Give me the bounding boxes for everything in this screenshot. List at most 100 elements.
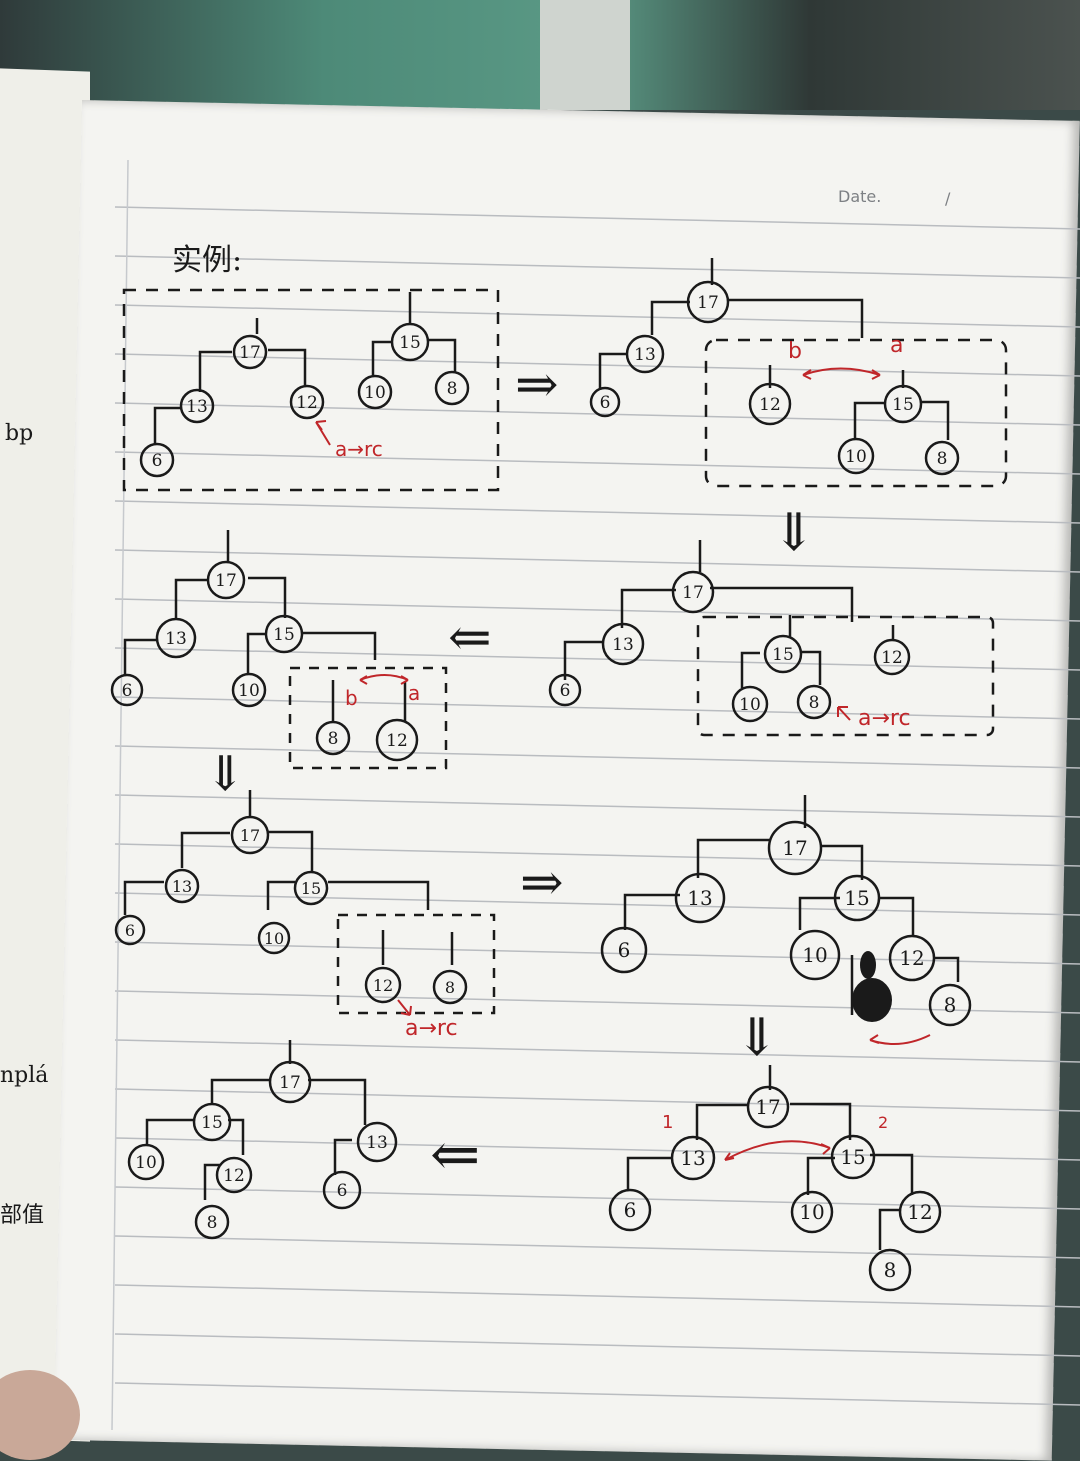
node-circle	[898, 1190, 942, 1234]
node-circle	[625, 334, 665, 374]
node-label: 13	[687, 886, 712, 910]
ruled-line	[114, 1235, 1080, 1259]
diagram-8-nodes: 17 15 10 12 8 13 6	[127, 1060, 398, 1240]
dashed-box	[122, 288, 500, 492]
node-label: 15	[301, 879, 321, 898]
node-circle	[888, 934, 936, 982]
arrow-right-2: ⇒	[520, 853, 564, 913]
node-circle	[364, 966, 402, 1004]
ruled-line	[114, 500, 1080, 524]
node-circle	[315, 720, 351, 756]
node-circle	[873, 638, 911, 676]
node-label: 12	[223, 1166, 245, 1186]
node-label: 12	[881, 648, 903, 668]
ruled-line	[114, 353, 1080, 377]
node-circle	[268, 1060, 312, 1104]
label-b: b	[345, 686, 358, 710]
node-label: 6	[125, 921, 135, 940]
margin-note-3: 部值	[0, 1203, 44, 1228]
node-circle	[608, 1188, 652, 1232]
node-circle	[231, 672, 267, 708]
node-circle	[748, 382, 792, 426]
node-label: 6	[624, 1198, 637, 1222]
scribbled-out-node	[852, 951, 892, 1022]
ruled-line	[114, 1186, 1080, 1210]
node-circle	[357, 374, 393, 410]
node-circle	[432, 969, 468, 1005]
node-label: 8	[445, 978, 455, 997]
node-circle	[731, 685, 769, 723]
node-circle	[215, 1156, 253, 1194]
node-circle	[356, 1121, 398, 1163]
ruled-line	[114, 255, 1080, 279]
node-circle	[796, 684, 832, 720]
ruled-line	[114, 598, 1080, 622]
ruled-line	[114, 892, 1080, 916]
node-label: 15	[844, 886, 869, 910]
node-circle	[601, 622, 645, 666]
node-label: 13	[186, 397, 208, 417]
ruled-line	[114, 941, 1080, 965]
node-circle	[671, 570, 715, 614]
node-label: 8	[447, 379, 458, 399]
node-label: 8	[884, 1258, 897, 1282]
ruled-line	[114, 647, 1080, 671]
red-arrow	[315, 420, 331, 446]
node-label: 12	[899, 946, 924, 970]
ruled-line	[114, 1088, 1080, 1112]
node-circle	[289, 384, 325, 420]
node-label: 6	[560, 681, 571, 701]
date-label: Date.	[838, 187, 881, 206]
diagram-3-nodes: 17 13 6 15 12 10 8	[548, 570, 911, 723]
node-circle	[155, 617, 197, 659]
node-circle	[264, 614, 304, 654]
red-note: a→rc	[858, 706, 911, 731]
node-label: 17	[240, 826, 260, 845]
node-circle	[179, 388, 215, 424]
node-circle	[194, 1204, 230, 1240]
node-circle	[127, 1143, 165, 1181]
diagram-5-nodes: 17 13 6 15 10 12 8	[114, 815, 468, 1005]
ruled-line	[114, 843, 1080, 867]
node-circle	[670, 1135, 716, 1181]
ruled-line	[114, 794, 1080, 818]
node-circle	[789, 929, 841, 981]
dashed-box	[704, 338, 1008, 488]
node-label: 10	[364, 383, 386, 403]
red-swap-arrow	[802, 367, 881, 380]
node-label: 12	[907, 1200, 932, 1224]
arrow-left-2: ⇐	[430, 1120, 480, 1190]
node-label: 10	[264, 929, 284, 948]
label-a: a	[890, 333, 903, 358]
node-label: 6	[152, 451, 163, 471]
node-circle	[767, 820, 823, 876]
node-label: 10	[135, 1153, 157, 1173]
node-circle	[232, 334, 268, 370]
diagram-2	[598, 258, 1008, 488]
node-circle	[139, 442, 175, 478]
ruled-line	[114, 1382, 1080, 1406]
node-circle	[928, 983, 972, 1027]
node-label: 13	[165, 629, 187, 649]
node-circle	[375, 718, 419, 762]
node-label: 17	[215, 571, 237, 591]
diagram-4-nodes: 17 13 6 15 10 8 12	[110, 560, 419, 762]
node-circle	[434, 370, 470, 406]
node-label: 10	[802, 943, 827, 967]
ruled-line	[114, 745, 1080, 769]
node-label: 8	[944, 993, 957, 1017]
node-label: 8	[328, 729, 339, 749]
node-label: 10	[739, 695, 761, 715]
arrow-down-1: ⇓	[772, 503, 816, 563]
node-circle	[837, 437, 875, 475]
red-swap-arrow	[359, 674, 409, 685]
node-label: 17	[782, 836, 807, 860]
node-label: 15	[840, 1145, 865, 1169]
red-note: a→rc	[335, 437, 383, 461]
margin-note-2: nplá	[0, 1063, 48, 1088]
node-circle	[390, 322, 430, 362]
diagram-3	[563, 540, 995, 737]
node-label: 15	[892, 395, 914, 415]
node-label: 12	[386, 731, 408, 751]
node-circle	[763, 634, 803, 674]
